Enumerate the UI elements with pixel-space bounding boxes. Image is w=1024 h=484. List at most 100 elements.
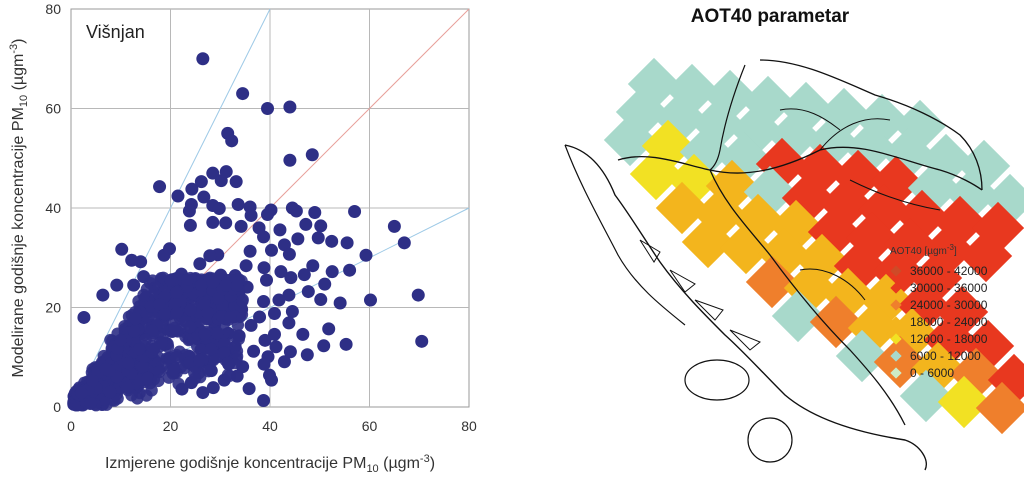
data-point <box>167 363 180 377</box>
legend-label: 12000 - 18000 <box>910 332 988 346</box>
data-point <box>415 334 429 348</box>
data-point <box>257 394 271 408</box>
legend-swatch <box>890 282 902 294</box>
data-point <box>296 327 310 341</box>
data-point <box>285 201 299 215</box>
y-tick-label: 0 <box>53 399 61 415</box>
data-point <box>152 374 165 388</box>
data-point <box>322 322 336 336</box>
data-point <box>183 320 197 334</box>
data-point <box>257 357 271 371</box>
data-point <box>282 247 296 261</box>
data-point <box>206 215 220 229</box>
data-point <box>325 265 339 279</box>
data-point <box>170 306 184 319</box>
data-point <box>229 175 243 189</box>
data-point <box>212 292 225 305</box>
data-point <box>285 304 299 318</box>
data-point <box>274 265 288 279</box>
x-tick-label: 40 <box>262 418 278 434</box>
data-point <box>234 219 248 233</box>
islands <box>639 239 761 351</box>
coastline <box>564 144 927 471</box>
data-point <box>115 242 129 256</box>
x-tick-labels: 0 20 40 60 80 <box>67 418 477 434</box>
x-tick-label: 20 <box>163 418 179 434</box>
data-point <box>282 316 296 330</box>
aot40-map: AOT40 parametar AOT40 [µgm-3] 36000 - 42… <box>520 0 1024 479</box>
aot40-map-figure: AOT40 parametar AOT40 [µgm-3] 36000 - 42… <box>564 6 1024 471</box>
data-point <box>114 333 127 347</box>
data-point <box>196 52 210 66</box>
data-point <box>217 346 231 360</box>
data-point <box>223 369 236 382</box>
y-tick-labels: 0 20 40 60 80 <box>45 1 61 415</box>
data-point <box>243 244 257 258</box>
territorial-sea-southeast <box>747 417 793 463</box>
legend-label: 6000 - 12000 <box>910 349 981 363</box>
data-point <box>188 372 202 385</box>
data-point <box>153 180 167 194</box>
data-point <box>193 353 206 367</box>
data-point <box>230 279 244 292</box>
data-point <box>242 382 256 396</box>
data-point <box>363 293 377 307</box>
data-point <box>206 166 220 180</box>
data-point <box>103 385 117 399</box>
data-point <box>169 296 182 310</box>
data-point <box>99 362 112 376</box>
data-point <box>137 288 150 302</box>
data-point <box>197 190 211 204</box>
data-point <box>277 355 291 369</box>
data-point <box>212 201 226 215</box>
legend-label: 18000 - 24000 <box>910 315 988 329</box>
data-point <box>170 286 183 299</box>
data-point <box>127 278 141 292</box>
data-point <box>257 230 271 244</box>
data-point <box>170 351 183 364</box>
data-point <box>219 165 233 179</box>
data-point <box>308 205 322 219</box>
data-point <box>306 259 320 273</box>
data-point <box>206 276 220 289</box>
legend-swatch <box>890 333 902 345</box>
data-point <box>125 253 139 267</box>
data-point <box>236 87 250 101</box>
legend-swatch <box>890 299 902 311</box>
data-point <box>232 332 245 346</box>
data-point <box>339 337 353 351</box>
data-point <box>267 327 281 341</box>
data-point <box>273 223 287 237</box>
data-point <box>282 288 296 302</box>
station-label: Višnjan <box>86 22 145 42</box>
scatter-chart: 0 20 40 60 80 0 20 40 60 80 Višnjan Izmjerene go… <box>0 0 500 479</box>
data-point <box>164 273 177 287</box>
data-point <box>333 296 347 310</box>
territorial-sea-south <box>684 359 750 401</box>
data-point <box>359 248 373 262</box>
legend-swatch <box>890 367 902 379</box>
data-point <box>340 236 354 250</box>
legend-items: 36000 - 42000 30000 - 36000 24000 - 30000 1… <box>890 264 988 380</box>
legend-item: 12000 - 18000 <box>890 332 988 346</box>
legend-label: 36000 - 42000 <box>910 264 988 278</box>
data-point <box>244 208 258 222</box>
legend-item: 0 - 6000 <box>890 366 954 380</box>
data-point <box>202 364 215 378</box>
data-point <box>219 216 233 230</box>
dense-point-cluster <box>67 271 249 412</box>
data-point <box>211 326 224 340</box>
data-point <box>203 249 217 263</box>
data-point <box>218 338 231 351</box>
data-point <box>194 175 208 189</box>
legend-title: AOT40 [µgm-3] <box>890 243 957 257</box>
data-point <box>224 310 237 324</box>
data-point <box>181 273 194 286</box>
data-point <box>397 236 411 250</box>
x-axis-label: Izmjerene godišnje koncentracije PM10 (µ… <box>105 453 435 475</box>
data-point <box>269 340 283 354</box>
data-point <box>168 321 181 335</box>
data-point <box>122 357 135 370</box>
x-tick-label: 80 <box>461 418 477 434</box>
data-point <box>314 293 328 307</box>
